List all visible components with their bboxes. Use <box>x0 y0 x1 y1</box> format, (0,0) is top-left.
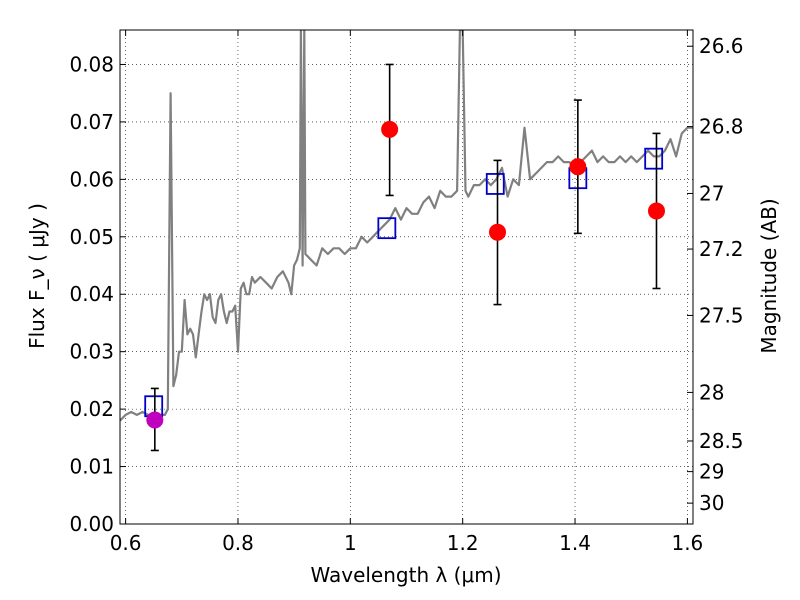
x-tick-label: 1.6 <box>671 531 703 555</box>
mag-tick-label: 26.8 <box>699 115 744 139</box>
mag-tick-label: 27.2 <box>699 237 744 261</box>
mag-tick-label: 29 <box>699 460 724 484</box>
model-square <box>377 217 397 240</box>
y-tick-label: 0.07 <box>69 110 114 134</box>
model-square <box>485 173 505 195</box>
y-tick-label: 0.01 <box>69 455 114 479</box>
y-tick-label: 0.02 <box>69 397 114 421</box>
mag-tick-label: 28.5 <box>699 429 744 453</box>
data-point <box>569 158 587 176</box>
x-axis-label: Wavelength λ (μm) <box>310 563 501 587</box>
y-tick-label: 0.04 <box>69 282 114 306</box>
spectrum-line <box>120 30 693 422</box>
data-point <box>489 223 507 241</box>
data-point <box>381 120 399 138</box>
y-tick-label: 0.05 <box>69 225 114 249</box>
grid <box>120 30 693 525</box>
y-axis-right-label: Magnitude (AB) <box>757 198 781 353</box>
y-tick-label: 0.06 <box>69 167 114 191</box>
y-tick-label: 0.08 <box>69 52 114 76</box>
axes: 0.6 0.8 1 1.2 1.4 1.6 0.00 0.01 0.02 0.03 0.04 0.05… <box>69 30 744 555</box>
y-axis-label: Flux F_ν ( μJy ) <box>25 203 49 349</box>
data-point <box>647 202 665 220</box>
x-tick-label: 1 <box>344 531 357 555</box>
y-tick-label: 0.03 <box>69 340 114 364</box>
data-point <box>146 411 164 429</box>
x-tick-label: 1.2 <box>447 531 479 555</box>
x-tick-label: 0.8 <box>222 531 254 555</box>
model-square <box>644 147 664 170</box>
plot-frame <box>119 29 694 525</box>
mag-tick-label: 30 <box>699 491 724 515</box>
mag-tick-label: 28 <box>699 380 724 404</box>
y-tick-label: 0.00 <box>69 512 114 536</box>
mag-tick-label: 27.5 <box>699 303 744 327</box>
data-layer <box>120 30 693 452</box>
x-tick-label: 1.4 <box>559 531 591 555</box>
mag-tick-label: 26.6 <box>699 34 744 58</box>
mag-tick-label: 27 <box>699 181 724 205</box>
x-tick-label: 0.6 <box>110 531 142 555</box>
